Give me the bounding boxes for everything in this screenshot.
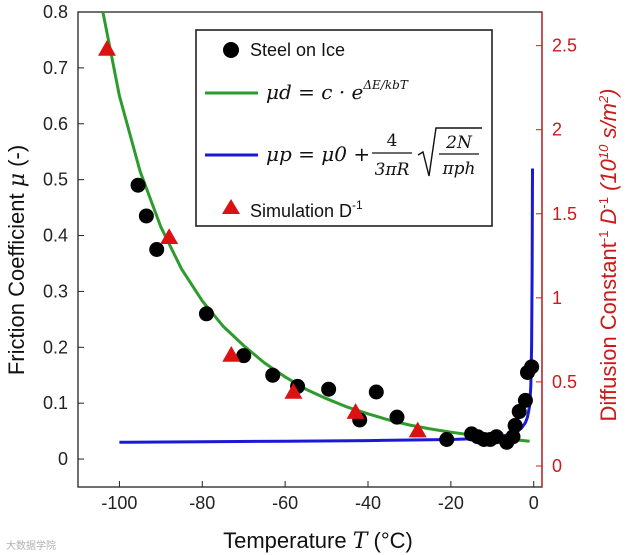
x-axis-ticks: -100 -80 -60 -40 -20 0 <box>101 481 539 513</box>
data-point-steel-on-ice <box>505 429 521 445</box>
line-mu-d <box>101 11 530 443</box>
mu-p-sqrt-den: πph <box>441 159 475 179</box>
y-axis-label: Friction Coefficient μ (-) <box>4 145 30 375</box>
y-tick-label: 0 <box>58 449 68 469</box>
x-tick-label: -20 <box>438 493 464 513</box>
y-axis-ticks: 0 0.1 0.2 0.3 0.4 0.5 0.6 0.7 0.8 <box>43 2 84 469</box>
y2-tick-label: 2.5 <box>552 36 577 56</box>
y-tick-label: 0.4 <box>43 226 68 246</box>
y-tick-label: 0.6 <box>43 114 68 134</box>
y-tick-label: 0.8 <box>43 2 68 22</box>
y2-tick-label: 1 <box>552 288 562 308</box>
series-markers <box>98 39 540 450</box>
y2-axis-label: Diffusion Constant-1 D-1 (1010 s/m2) <box>596 88 621 421</box>
x-axis-label: Temperature T (°C) <box>223 528 413 554</box>
y-tick-label: 0.2 <box>43 337 68 357</box>
mu-p-sqrt-num: 2N <box>445 133 473 153</box>
data-point-simulation <box>98 39 116 56</box>
data-point-steel-on-ice <box>439 432 455 447</box>
y2-tick-label: 1.5 <box>552 204 577 224</box>
y2-tick-label: 0.5 <box>552 372 577 392</box>
data-point-steel-on-ice <box>511 404 527 420</box>
legend-equation-mu-p: μp = μ0 + 4 3πR 2N πph <box>266 127 482 180</box>
legend-label-steel-on-ice: Steel on Ice <box>250 40 345 60</box>
legend-label-simulation: Simulation D-1 <box>250 198 363 221</box>
legend: Steel on Ice μd = c · eΔE/kbT μp = μ0 + … <box>195 29 493 227</box>
y-tick-label: 0.7 <box>43 58 68 78</box>
data-point-steel-on-ice <box>389 409 405 425</box>
data-point-simulation <box>408 421 427 438</box>
x-tick-label: -40 <box>355 493 381 513</box>
data-point-steel-on-ice <box>368 384 384 400</box>
data-point-simulation <box>284 383 303 399</box>
x-tick-label: -60 <box>272 493 298 513</box>
watermark-text: 大数据学院 <box>6 539 56 552</box>
data-point-steel-on-ice <box>130 177 146 193</box>
data-point-simulation <box>160 228 179 245</box>
mu-p-sqrt-sign <box>417 127 482 177</box>
data-point-simulation <box>346 403 365 419</box>
data-point-steel-on-ice <box>138 208 154 224</box>
x-tick-label: -80 <box>189 493 215 513</box>
y2-axis-ticks: 0 0.5 1 1.5 2 2.5 <box>536 12 577 487</box>
data-point-steel-on-ice <box>265 367 281 383</box>
mu-p-lhs: μp = μ0 + <box>266 142 370 166</box>
y2-tick-label: 2 <box>552 120 562 140</box>
legend-marker-steel-on-ice <box>223 42 239 58</box>
legend-marker-simulation <box>222 199 240 214</box>
y-tick-label: 0.3 <box>43 281 68 301</box>
data-point-steel-on-ice <box>236 348 252 364</box>
x-tick-label: 0 <box>529 493 539 513</box>
y-tick-label: 0.1 <box>43 393 68 413</box>
x-tick-label: -100 <box>101 493 137 513</box>
legend-equation-mu-d: μd = c · eΔE/kbT <box>266 78 409 104</box>
mu-p-frac-den: 3πR <box>375 160 410 180</box>
data-point-steel-on-ice <box>517 392 533 408</box>
data-point-steel-on-ice <box>198 306 214 322</box>
y-tick-label: 0.5 <box>43 170 68 190</box>
mu-p-frac-num: 4 <box>387 131 398 151</box>
data-point-steel-on-ice <box>321 381 337 397</box>
data-point-steel-on-ice <box>149 242 165 257</box>
data-point-steel-on-ice <box>524 359 540 375</box>
y2-tick-label: 0 <box>552 456 562 476</box>
data-point-simulation <box>222 346 241 362</box>
data-point-steel-on-ice <box>507 418 523 434</box>
